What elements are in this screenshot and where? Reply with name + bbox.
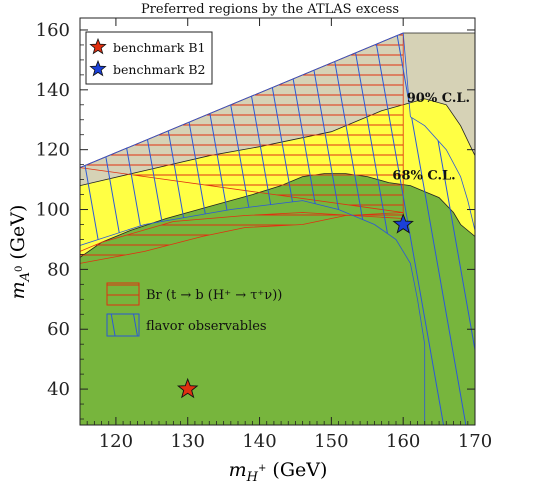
legend-label-b2: benchmark B2 bbox=[113, 62, 205, 77]
y-axis-label-unit: (GeV) bbox=[7, 205, 29, 266]
y-axis-label-subsup: 0 bbox=[14, 266, 25, 272]
cl-annotation: 90% C.L. bbox=[407, 91, 470, 106]
x-tick-label: 120 bbox=[99, 431, 133, 452]
inner-legend-swatch-flavor bbox=[106, 313, 140, 337]
inner-legend: Br (t → b (H⁺ → τ⁺ν)) flavor observables bbox=[106, 282, 282, 337]
legend-box bbox=[85, 31, 213, 85]
annotations: 90% C.L. 68% C.L. bbox=[392, 91, 470, 184]
y-tick-label: 40 bbox=[47, 379, 70, 400]
legend-star-icon-b2 bbox=[89, 59, 107, 77]
legend: benchmark B1 benchmark B2 bbox=[85, 31, 213, 85]
x-axis-label-unit: (GeV) bbox=[266, 459, 327, 481]
inner-legend-label-br: Br (t → b (H⁺ → τ⁺ν)) bbox=[146, 288, 282, 303]
x-tick-label: 170 bbox=[458, 431, 492, 452]
benchmark-star-marker bbox=[176, 377, 199, 399]
legend-star-icon-b1 bbox=[89, 37, 107, 55]
y-axis-label: mA0 (GeV) bbox=[7, 205, 33, 300]
y-axis-label-main: m bbox=[7, 281, 29, 299]
y-tick-label: 60 bbox=[47, 319, 70, 340]
inner-legend-label-flavor: flavor observables bbox=[146, 319, 267, 334]
benchmark-markers bbox=[176, 213, 414, 399]
x-axis-label: mH+ (GeV) bbox=[229, 459, 328, 485]
x-axis-label-sup: + bbox=[258, 463, 266, 474]
x-axis-label-main: m bbox=[229, 459, 247, 481]
legend-label-b1: benchmark B1 bbox=[113, 40, 205, 55]
inner-legend-swatch-br bbox=[106, 282, 140, 306]
plot-frame bbox=[79, 17, 476, 426]
y-tick-label: 80 bbox=[47, 259, 70, 280]
y-axis-label-sub: A bbox=[18, 272, 33, 282]
x-tick-label: 140 bbox=[242, 431, 276, 452]
y-tick-label: 140 bbox=[36, 80, 70, 101]
y-axis: 40 60 80 100 120 140 160 bbox=[36, 20, 475, 420]
y-tick-label: 100 bbox=[36, 200, 70, 221]
x-tick-label: 150 bbox=[314, 431, 348, 452]
x-axis-label-sub: H bbox=[246, 470, 259, 485]
x-axis: 120 130 140 150 160 170 bbox=[79, 18, 492, 452]
x-tick-label: 160 bbox=[386, 431, 420, 452]
chart-title: Preferred regions by the ATLAS excess bbox=[141, 2, 399, 17]
flavor-hatched-region bbox=[80, 32, 475, 425]
cl-annotation: 68% C.L. bbox=[392, 169, 455, 184]
x-tick-label: 130 bbox=[171, 431, 205, 452]
y-tick-label: 160 bbox=[36, 20, 70, 41]
y-tick-label: 120 bbox=[36, 140, 70, 161]
benchmark-star-marker bbox=[392, 213, 414, 234]
